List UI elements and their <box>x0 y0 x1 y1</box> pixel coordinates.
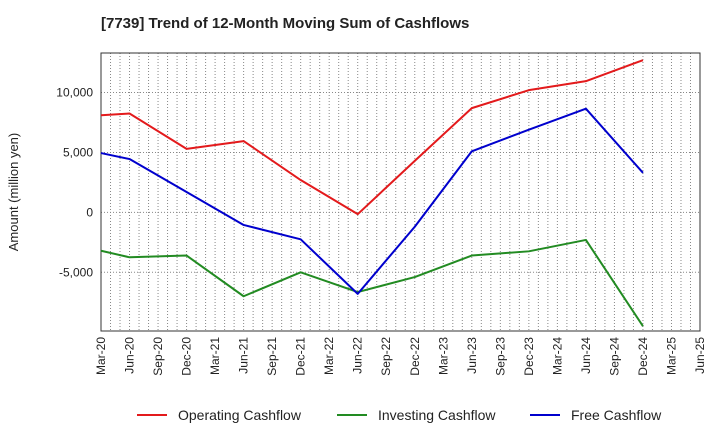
chart-title: [7739] Trend of 12-Month Moving Sum of C… <box>101 15 470 32</box>
y-tick-label: -5,000 <box>59 265 93 279</box>
x-tick-label: Dec-22 <box>408 337 422 376</box>
x-tick-label: Mar-25 <box>664 337 678 375</box>
x-tick-label: Jun-21 <box>237 337 251 374</box>
x-tick-label: Mar-20 <box>94 337 108 375</box>
x-tick-label: Mar-22 <box>322 337 336 375</box>
x-tick-label: Dec-23 <box>522 337 536 376</box>
legend-label: Operating Cashflow <box>178 407 302 423</box>
y-axis-label: Amount (million yen) <box>6 133 21 252</box>
legend-label: Free Cashflow <box>571 407 662 423</box>
x-tick-label: Jun-20 <box>123 337 137 374</box>
x-tick-label: Jun-22 <box>351 337 365 374</box>
x-tick-label: Dec-21 <box>294 337 308 376</box>
x-tick-label: Mar-24 <box>550 337 564 375</box>
x-tick-label: Sep-24 <box>607 337 621 376</box>
x-tick-label: Sep-22 <box>379 337 393 376</box>
x-tick-label: Sep-21 <box>265 337 279 376</box>
plot-area <box>101 53 700 331</box>
plot-border <box>100 52 701 332</box>
y-tick-label: 5,000 <box>63 145 93 159</box>
y-tick-label: 10,000 <box>56 86 93 100</box>
x-tick-label: Dec-20 <box>180 337 194 376</box>
x-tick-label: Jun-25 <box>693 337 707 374</box>
x-tick-label: Mar-23 <box>436 337 450 375</box>
x-tick-label: Jun-24 <box>579 337 593 374</box>
x-tick-label: Sep-23 <box>493 337 507 376</box>
legend-label: Investing Cashflow <box>378 407 496 423</box>
x-tick-label: Dec-24 <box>636 337 650 376</box>
y-tick-label: 0 <box>86 205 93 219</box>
x-tick-label: Sep-20 <box>151 337 165 376</box>
x-tick-label: Jun-23 <box>465 337 479 374</box>
x-tick-label: Mar-21 <box>208 337 222 375</box>
